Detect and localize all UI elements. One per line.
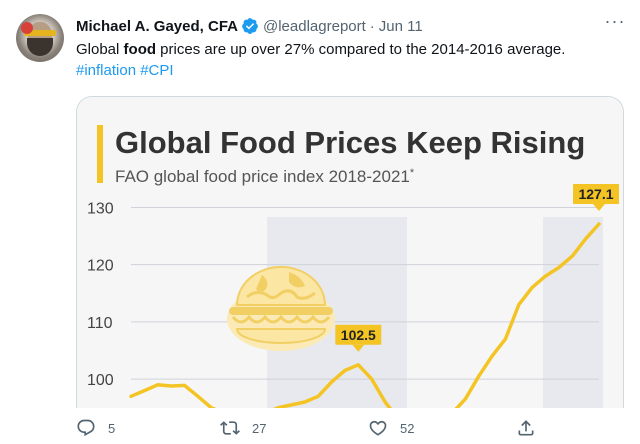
hashtag-cpi[interactable]: #CPI [140,62,174,79]
tweet-actions: 5 27 52 [76,414,624,444]
y-tick-label-110: 110 [87,315,113,332]
like-button[interactable]: 52 [368,414,414,442]
price-index-line [129,222,601,408]
chart-subtitle-marker: * [410,167,415,179]
verified-badge-icon [242,18,258,34]
retweet-icon [220,421,240,435]
share-icon [518,420,534,436]
title-accent-bar [97,125,103,183]
y-tick-label-120: 120 [87,258,114,275]
author-name[interactable]: Michael A. Gayed, CFA [76,17,238,35]
annotation-127-1: 127.1 [573,184,619,212]
tweet-text-bold: food [123,41,157,58]
tweet-text-after: prices are up over 27% compared to the 2… [156,41,566,58]
annotation-102-5-box [335,324,382,345]
hashtag-inflation[interactable]: #inflation [76,62,137,79]
author-avatar[interactable] [16,14,64,62]
annotation-127-1-label: 127.1 [578,186,613,202]
tweet-text: Global food prices are up over 27% compa… [76,40,624,60]
chart-title: Global Food Prices Keep Rising [115,125,585,160]
reply-button[interactable]: 5 [76,414,115,442]
y-tick-label-100: 100 [87,372,114,389]
more-dots-icon[interactable]: ··· [604,11,626,31]
annotation-127-1-box [573,184,619,205]
like-count: 52 [400,420,415,436]
tweet-text-before: Global [76,41,124,58]
retweet-button[interactable]: 27 [220,414,266,442]
y-tick-label-130: 130 [87,200,114,217]
y-axis-ticks: 130 120 110 100 [87,200,114,389]
globe-burger-logo [227,266,335,351]
chart-image-card[interactable]: Global Food Prices Keep Rising FAO globa… [76,96,624,408]
food-price-chart: Global Food Prices Keep Rising FAO globa… [77,97,623,408]
chart-subtitle: FAO global food price index 2018-2021* [115,167,415,186]
heart-icon [369,420,387,436]
annotation-102-5: 102.5 [335,324,382,352]
share-button[interactable] [516,414,548,442]
annotation-127-1-pointer [593,204,605,212]
hashtags: #inflation #CPI [76,61,174,81]
annotation-102-5-pointer [352,344,365,352]
tweet-header: Michael A. Gayed, CFA @leadlagreport · J… [76,16,423,36]
retweet-count: 27 [252,420,267,436]
reply-icon [77,419,95,437]
chart-grid [131,206,599,380]
author-handle[interactable]: @leadlagreport [263,17,366,35]
annotation-102-5-label: 102.5 [341,327,376,343]
reply-count: 5 [108,420,116,436]
tweet-date[interactable]: Jun 11 [378,17,423,35]
chart-subtitle-text: FAO global food price index 2018-2021 [115,167,410,186]
shaded-band-2021 [543,217,603,408]
separator-dot: · [369,17,375,35]
